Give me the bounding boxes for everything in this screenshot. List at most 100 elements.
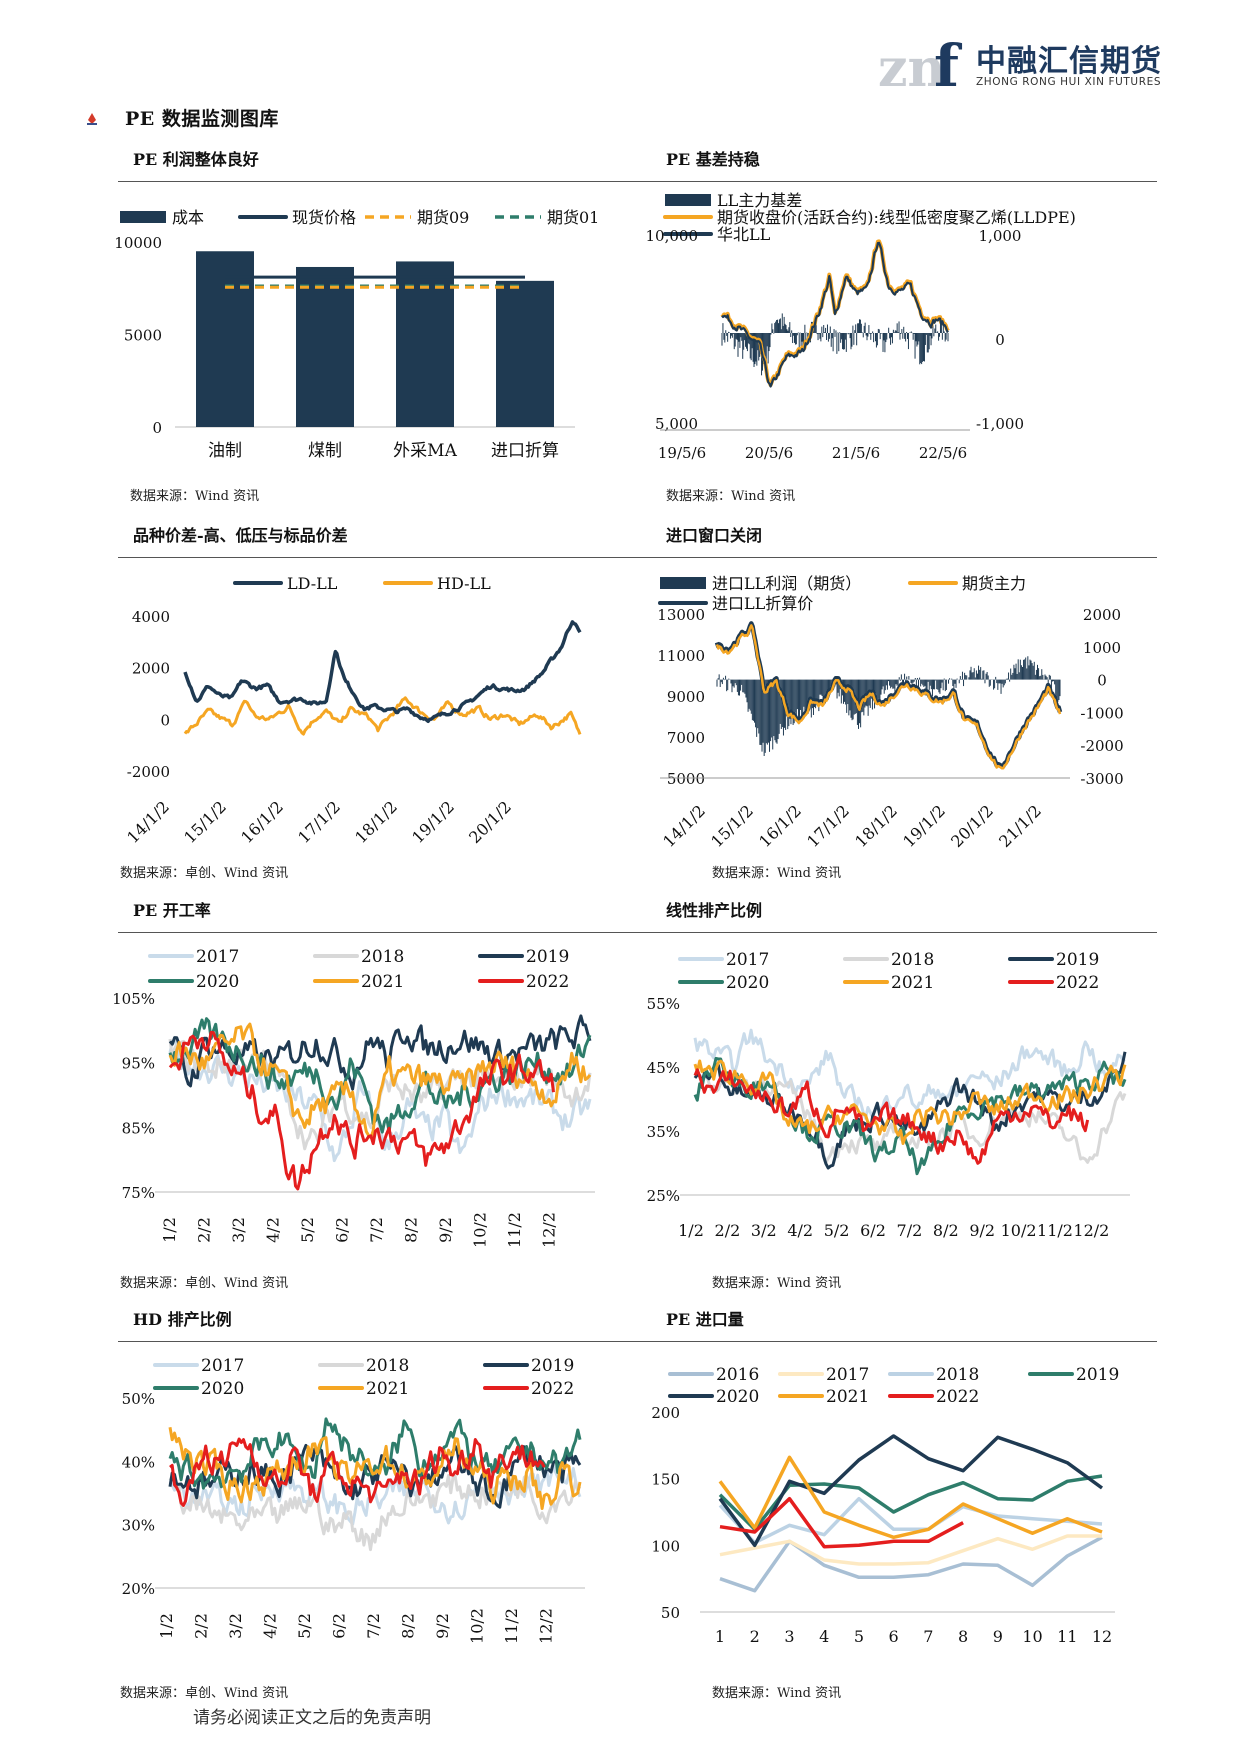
y-left-tick-label: 5000 xyxy=(667,770,705,788)
legend-2018-label: 2018 xyxy=(891,950,934,970)
y-left-tick-label: 5,000 xyxy=(655,415,698,433)
logo-cn-text: 中融汇信期货 xyxy=(976,44,1162,79)
legend-2019-label: 2019 xyxy=(1076,1365,1119,1385)
source-note-7: 数据来源：卓创、Wind 资讯 xyxy=(120,1686,289,1701)
divider xyxy=(118,1341,1157,1342)
panel-title-8: PE 进口量 xyxy=(666,1310,744,1329)
x-tick-label: 18/1/2 xyxy=(351,797,401,847)
panel-title-3: 品种价差-高、低压与标品价差 xyxy=(133,526,348,545)
x-tick-label: 12/2 xyxy=(1073,1221,1109,1240)
y-tick-label: 0 xyxy=(152,419,162,437)
y-right-tick-label: 1000 xyxy=(1083,639,1121,657)
x-tick-label: 4 xyxy=(819,1627,829,1646)
legend-2018-label: 2018 xyxy=(366,1356,409,1376)
x-tick-label: 20/5/6 xyxy=(745,444,793,462)
x-tick-label: 7/2 xyxy=(897,1221,923,1240)
logo-en-text: ZHONG RONG HUI XIN FUTURES xyxy=(976,76,1162,88)
line-hd-ll xyxy=(183,696,582,736)
y-tick-label: 75% xyxy=(122,1184,155,1202)
legend-2021-label: 2021 xyxy=(826,1387,869,1407)
legend-0-swatch xyxy=(665,194,711,206)
y-tick-label: 50 xyxy=(661,1604,680,1622)
bar-cost xyxy=(296,266,354,427)
legend-2022-label: 2022 xyxy=(531,1379,574,1399)
line-2018 xyxy=(693,1069,1127,1165)
panel-title-1: PE 利润整体良好 xyxy=(133,150,259,169)
bar-cost xyxy=(396,261,454,427)
line-2017 xyxy=(719,1534,1102,1566)
line-ld-ll xyxy=(183,620,582,724)
x-tick-label: 21/5/6 xyxy=(832,444,880,462)
divider xyxy=(118,932,1157,933)
bar-cost xyxy=(196,251,254,427)
x-tick-label: 21/1/2 xyxy=(995,801,1045,851)
line-2018 xyxy=(718,1496,1103,1545)
y-tick-label: 0 xyxy=(160,711,170,729)
line-2020 xyxy=(693,1056,1127,1176)
x-tick-label: 2/2 xyxy=(192,1613,211,1639)
page-title: PE 数据监测图库 xyxy=(125,108,279,130)
x-tick-label: 11/2 xyxy=(505,1212,524,1248)
legend-2017-label: 2017 xyxy=(196,947,239,967)
legend-0-swatch xyxy=(660,577,706,589)
chart-lldpe-ratio: 2017 2018 2019 2020 2021 2022 55% 45% 35% 25% 1/2 2… xyxy=(647,950,1130,1240)
panel-title-6: 线性排产比例 xyxy=(666,901,763,920)
legend-0-label: 成本 xyxy=(172,208,204,227)
line-2017 xyxy=(693,1028,1126,1120)
x-tick-label: 17/1/2 xyxy=(294,797,344,847)
legend-1-label: 现货价格 xyxy=(292,208,356,227)
y-tick-label: 45% xyxy=(647,1059,680,1077)
x-tick-label: 16/1/2 xyxy=(755,801,805,851)
y-tick-label: 5000 xyxy=(124,327,162,345)
x-tick-label: 15/1/2 xyxy=(180,797,230,847)
legend-0-label: LD-LL xyxy=(287,574,338,593)
x-tick-label: 外采MA xyxy=(393,441,457,461)
x-tick-label: 2 xyxy=(750,1627,760,1646)
y-right-tick-label: -1000 xyxy=(1080,704,1123,722)
legend-2-label: 进口LL折算价 xyxy=(712,594,813,613)
y-right-tick-label: 1,000 xyxy=(979,227,1022,245)
x-tick-label: 18/1/2 xyxy=(851,801,901,851)
y-left-tick-label: 7000 xyxy=(667,729,705,747)
x-tick-label: 12/2 xyxy=(537,1608,556,1644)
panel-title-2: PE 基差持稳 xyxy=(666,150,760,169)
x-tick-label: 8/2 xyxy=(402,1217,421,1243)
legend-2-label: 华北LL xyxy=(717,225,771,244)
x-tick-label: 2/2 xyxy=(715,1221,741,1240)
line-2021 xyxy=(718,1455,1103,1540)
chart-import-volume: 2016 2017 2018 2019 2020 2021 2022 200 150 100 50 1… xyxy=(651,1365,1119,1646)
divider xyxy=(118,181,1157,182)
chart-spread: LD-LL HD-LL 4000 2000 0 -2000 14/1/2 15/1/2 16/1… xyxy=(123,574,582,847)
line-2022 xyxy=(169,1437,546,1507)
x-tick-label: 7 xyxy=(923,1627,933,1646)
line-2020 xyxy=(718,1434,1104,1548)
x-tick-label: 9/2 xyxy=(969,1221,995,1240)
source-note-1: 数据来源：Wind 资讯 xyxy=(130,489,260,504)
x-tick-label: 10/2 xyxy=(471,1212,490,1248)
legend-0-label: LL主力基差 xyxy=(717,191,802,210)
line-2019 xyxy=(168,1443,582,1509)
y-right-tick-label: 2000 xyxy=(1083,606,1121,624)
y-tick-label: 20% xyxy=(122,1580,155,1598)
bullet-icon xyxy=(85,111,99,130)
x-tick-label: 15/1/2 xyxy=(707,801,757,851)
x-tick-label: 20/1/2 xyxy=(465,797,515,847)
x-tick-label: 11/2 xyxy=(502,1608,521,1644)
x-tick-label: 1/2 xyxy=(678,1221,704,1240)
x-tick-label: 12 xyxy=(1092,1627,1112,1646)
y-tick-label: 40% xyxy=(122,1453,155,1471)
y-tick-label: 55% xyxy=(647,995,680,1013)
x-tick-label: 3/2 xyxy=(751,1221,777,1240)
legend-2020-label: 2020 xyxy=(726,973,769,993)
x-tick-label: 6 xyxy=(889,1627,899,1646)
y-tick-label: 35% xyxy=(647,1123,680,1141)
legend-2022-label: 2022 xyxy=(936,1387,979,1407)
legend-1-label: 期货收盘价(活跃合约):线型低密度聚乙烯(LLDPE) xyxy=(717,208,1076,227)
legend-0-label: 进口LL利润（期货） xyxy=(712,574,861,593)
y-tick-label: 200 xyxy=(651,1404,680,1422)
x-tick-label: 4/2 xyxy=(787,1221,813,1240)
source-note-4: 数据来源：Wind 资讯 xyxy=(712,866,842,881)
chart-hdpe-ratio: 2017 2018 2019 2020 2021 2022 50% 40% 30% 20%1/2 2… xyxy=(122,1356,585,1644)
y-tick-label: 2000 xyxy=(132,660,170,678)
